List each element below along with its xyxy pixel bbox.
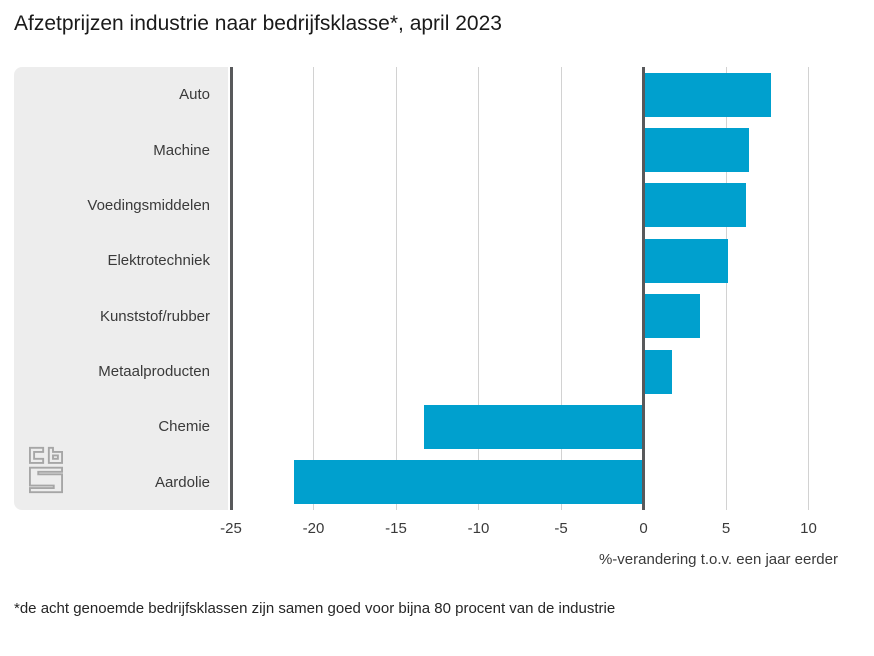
bar xyxy=(643,349,672,394)
bar xyxy=(643,294,700,339)
category-label: Chemie xyxy=(158,418,210,436)
bar xyxy=(424,404,644,449)
x-tick-label: -10 xyxy=(467,520,490,537)
logo-letter-s xyxy=(29,466,63,494)
category-label: Aardolie xyxy=(154,473,210,491)
gridline xyxy=(560,67,562,510)
gridline xyxy=(395,67,397,510)
zero-line xyxy=(642,67,645,510)
x-tick-label: -20 xyxy=(302,520,325,537)
category-label: Metaalproducten xyxy=(98,363,210,381)
x-tick-label: -15 xyxy=(385,520,407,537)
x-tick-label: 0 xyxy=(639,520,648,537)
category-label: Voedingsmiddelen xyxy=(87,196,210,214)
logo-letter-b xyxy=(47,446,63,464)
gridline xyxy=(478,67,479,510)
logo-letter-c xyxy=(29,446,45,464)
category-label: Kunststof/rubber xyxy=(99,307,210,325)
category-label: Auto xyxy=(179,86,210,104)
category-panel xyxy=(14,67,228,510)
gridline xyxy=(725,67,727,510)
x-tick-label: 10 xyxy=(800,520,817,537)
category-label: Elektrotechniek xyxy=(107,252,210,270)
bar xyxy=(643,238,728,283)
bar xyxy=(293,460,644,505)
gridline xyxy=(313,67,314,510)
x-tick-label: -25 xyxy=(220,520,242,537)
footnote: *de acht genoemde bedrijfsklassen zijn s… xyxy=(14,600,616,617)
bar xyxy=(643,183,746,228)
chart-title: Afzetprijzen industrie naar bedrijfsklas… xyxy=(14,12,502,35)
x-tick-label: -5 xyxy=(554,520,568,537)
bar xyxy=(643,128,750,173)
bar xyxy=(643,72,771,117)
axis-left-line xyxy=(229,67,233,510)
category-label: Machine xyxy=(153,141,210,159)
gridline xyxy=(808,67,809,510)
x-axis-title: %-verandering t.o.v. een jaar eerder xyxy=(598,551,838,568)
x-tick-label: 5 xyxy=(721,520,731,537)
cbs-logo xyxy=(29,446,63,494)
